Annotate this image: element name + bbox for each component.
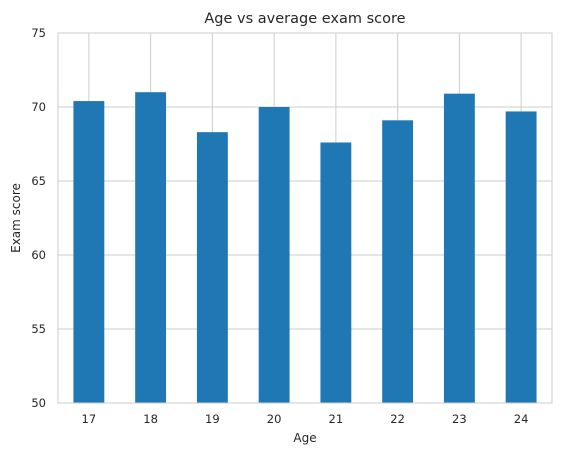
plot-frame [57,32,553,404]
y-tick-labels: 50 55 60 65 70 75 [31,26,46,410]
x-tick-label: 21 [329,412,344,426]
x-axis-label: Age [293,431,316,445]
bar-24 [505,111,537,403]
bar-21 [320,142,352,403]
x-tick-label: 23 [452,412,467,426]
bar-22 [382,120,414,403]
x-tick-label: 18 [143,412,158,426]
bar-18 [135,92,167,403]
bars [73,92,537,404]
x-tick-label: 19 [205,412,220,426]
y-tick-label: 65 [31,174,46,188]
grid [58,32,552,404]
y-axis-label: Exam score [9,183,23,253]
bar-23 [443,93,475,404]
x-tick-label: 24 [514,412,529,426]
bar-19 [196,132,228,403]
bar-17 [73,101,105,403]
x-tick-label: 17 [82,412,97,426]
y-tick-label: 50 [31,396,46,410]
y-tick-label: 60 [31,248,46,262]
bar-20 [258,107,290,403]
y-tick-label: 70 [31,100,46,114]
x-tick-labels: 17 18 19 20 21 22 23 24 [82,412,529,426]
x-tick-label: 22 [390,412,405,426]
x-tick-label: 20 [267,412,282,426]
y-tick-label: 75 [31,26,46,40]
y-tick-label: 55 [31,322,46,336]
chart-title: Age vs average exam score [204,11,405,27]
